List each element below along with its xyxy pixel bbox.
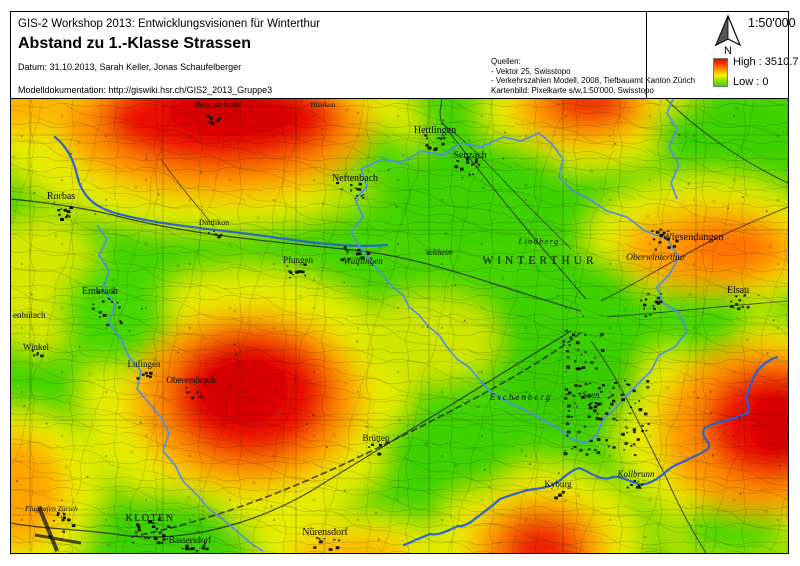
map-label-pfungen: Pfungen [283, 255, 313, 265]
map-label-kollbrunn: Kollbrunn [616, 469, 655, 479]
sources-block: Quellen: - Vektor 25, Swisstopo - Verkeh… [491, 57, 706, 95]
map-label-kloten: KLOTEN [126, 513, 175, 524]
map-label-wiesendangen: Wiesendangen [662, 232, 724, 243]
map-label-bassersdorf: Bassersdorf [169, 535, 212, 545]
legend-low-label: Low : 0 [733, 76, 769, 88]
map-label-oberembrach: Oberembrach [167, 375, 216, 385]
north-label: N [724, 45, 732, 57]
map-label-buch-am-irchel: Buch am Irchel [195, 100, 241, 109]
sources-line: - Verkehrszahlen Modell, 2008, Tiefbauam… [491, 76, 696, 85]
map-label-h-nikon: Hünikon [311, 101, 336, 109]
sources-line: - Vektor 25, Swisstopo [491, 66, 571, 76]
map-label-lindberg: Lindberg [517, 237, 559, 246]
map-label-seuzach: Seuzach [453, 150, 486, 161]
sources-line: Kartenbild: Pixelkarte s/w,1:50'000, Swi… [491, 85, 654, 95]
map-label-neftenbach: Neftenbach [332, 173, 378, 184]
map-label-eschenberg: Eschenberg [489, 392, 552, 402]
map-label-hettlingen: Hettlingen [414, 125, 456, 136]
map-label-enb-lach: enbülach [13, 310, 46, 320]
map-label-w-lflingen: Wülflingen [343, 256, 383, 266]
map-label-kyburg: Kyburg [544, 479, 572, 489]
map-label-d-ttlikon: Dättlikon [199, 218, 229, 227]
workshop-line: GIS-2 Workshop 2013: Entwicklungsvisione… [18, 18, 321, 30]
legend-gradient-bar [713, 58, 728, 87]
map-label-br-tten: Brütten [363, 433, 390, 443]
scale-text: 1:50'000 [748, 16, 796, 30]
map-area: Buch am Irchel Hünikon Hettlingen Seuzach Ne… [10, 98, 789, 554]
map-label-elsau: Elsau [727, 285, 749, 296]
date-authors-line: Datum: 31.10.2013, Sarah Keller, Jonas S… [18, 62, 242, 72]
header-band: GIS-2 Workshop 2013: Entwicklungsvisione… [10, 11, 798, 99]
map-title: Abstand zu 1.-Klasse Strassen [18, 35, 251, 52]
map-label-winkel: Winkel [23, 342, 50, 352]
title-block: GIS-2 Workshop 2013: Entwicklungsvisione… [11, 12, 647, 98]
sources-heading: Quellen: [491, 57, 521, 66]
map-label-seen: Seen [583, 390, 600, 400]
model-docs-line: Modelldokumentation: http://giswiki.hsr.… [18, 85, 273, 95]
map-label-flughafen-z-rich: Flughafen Zürich [24, 504, 78, 513]
heatmap-topo-map: Buch am Irchel Hünikon Hettlingen Seuzach Ne… [11, 99, 788, 553]
map-label-oberwinterthur: Oberwinterthur [626, 253, 686, 263]
map-label-veltheim: Veltheim [425, 248, 453, 257]
north-arrow-icon [714, 14, 742, 47]
map-label-lufingen: Lufingen [128, 359, 161, 369]
legend-high-label: High : 3510.7 [733, 56, 799, 68]
map-label-rorbas: Rorbas [47, 191, 75, 202]
map-label-n-rensdorf: Nürensdorf [302, 527, 348, 538]
map-label-winterthur: WINTERTHUR [482, 255, 597, 267]
map-label-embrach: Embrach [82, 286, 118, 297]
